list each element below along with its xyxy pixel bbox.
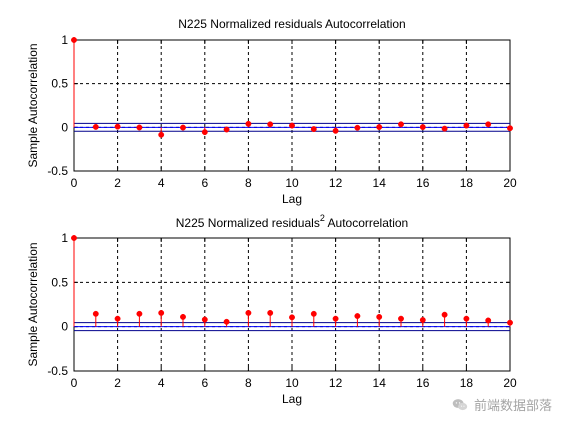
x-tick-label: 8	[245, 176, 252, 190]
x-tick-label: 20	[503, 176, 517, 190]
stem-marker	[398, 315, 404, 322]
x-tick-label: 4	[158, 176, 165, 190]
x-tick-label: 8	[245, 376, 252, 390]
x-tick-label: 0	[71, 376, 78, 390]
y-tick-label: 0.5	[51, 77, 68, 91]
chart-1-title: N225 Normalized residuals Autocorrelatio…	[178, 17, 405, 31]
stem-marker	[180, 124, 186, 131]
stem-marker	[507, 319, 513, 326]
stem-marker	[441, 311, 448, 318]
x-tick-label: 18	[460, 176, 474, 190]
x-tick-label: 10	[285, 376, 299, 390]
stem-marker	[114, 315, 121, 322]
y-tick-label: -0.5	[47, 364, 68, 378]
stem-marker	[92, 123, 99, 130]
stem-marker	[354, 124, 361, 131]
y-axis-label: Sample Autocorrelation	[26, 242, 40, 366]
stem-marker	[92, 310, 99, 317]
stem-marker	[158, 131, 165, 138]
stem-marker	[485, 317, 492, 324]
x-tick-label: 2	[114, 376, 121, 390]
stem-marker	[376, 313, 383, 320]
stem-marker	[136, 310, 143, 317]
stem-marker	[267, 309, 274, 316]
stem-marker	[201, 129, 208, 136]
stem-marker	[398, 121, 404, 128]
stem-marker	[71, 37, 77, 43]
stem-marker	[158, 309, 165, 316]
stem-marker	[441, 125, 448, 132]
stem-marker	[180, 313, 186, 320]
stem-marker	[376, 124, 383, 131]
y-tick-label: -0.5	[47, 164, 68, 178]
stem-marker	[332, 315, 339, 322]
x-tick-label: 4	[158, 376, 165, 390]
stem-marker	[223, 318, 230, 325]
watermark-text: 前端数据部落	[473, 399, 552, 414]
x-tick-label: 0	[71, 176, 78, 190]
stem-marker	[507, 125, 513, 132]
x-tick-label: 16	[416, 376, 430, 390]
stem-marker	[245, 120, 252, 127]
x-tick-label: 10	[285, 176, 299, 190]
x-tick-label: 6	[201, 376, 208, 390]
watermark: 前端数据部落	[451, 395, 552, 414]
y-axis-label: Sample Autocorrelation	[26, 43, 40, 167]
stem-marker	[463, 122, 470, 129]
stem-marker	[201, 316, 208, 323]
x-tick-label: 6	[201, 176, 208, 190]
stem-marker	[136, 124, 143, 131]
stem-marker	[332, 127, 339, 134]
x-tick-label: 14	[373, 176, 387, 190]
stem-marker	[310, 126, 317, 133]
stem-marker	[289, 314, 295, 321]
x-tick-label: 18	[460, 376, 474, 390]
y-tick-label: 0	[61, 120, 68, 134]
stem-marker	[267, 121, 274, 128]
y-tick-label: 0	[61, 320, 68, 334]
x-tick-label: 20	[503, 376, 517, 390]
stem-marker	[354, 313, 361, 319]
stem-marker	[419, 317, 426, 323]
wechat-icon	[452, 398, 468, 410]
stem-marker	[114, 123, 121, 130]
stem-marker	[310, 310, 317, 317]
chart-2-title: N225 Normalized residuals2 Autocorrelati…	[176, 213, 408, 230]
y-tick-label: 0.5	[51, 275, 68, 289]
stem-marker	[71, 235, 77, 241]
stem-marker	[245, 309, 252, 316]
x-tick-label: 14	[373, 376, 387, 390]
y-tick-label: 1	[61, 33, 68, 47]
stem-marker	[223, 126, 230, 133]
stem-marker	[485, 121, 492, 128]
stem-marker	[419, 124, 426, 131]
x-tick-label: 2	[114, 176, 121, 190]
x-tick-label: 12	[329, 376, 343, 390]
x-tick-label: 16	[416, 176, 430, 190]
y-tick-label: 1	[61, 231, 68, 245]
stem-marker	[289, 122, 295, 129]
x-axis-label: Lag	[282, 392, 302, 406]
x-axis-label: Lag	[282, 192, 302, 206]
stem-marker	[463, 315, 470, 322]
x-tick-label: 12	[329, 176, 343, 190]
